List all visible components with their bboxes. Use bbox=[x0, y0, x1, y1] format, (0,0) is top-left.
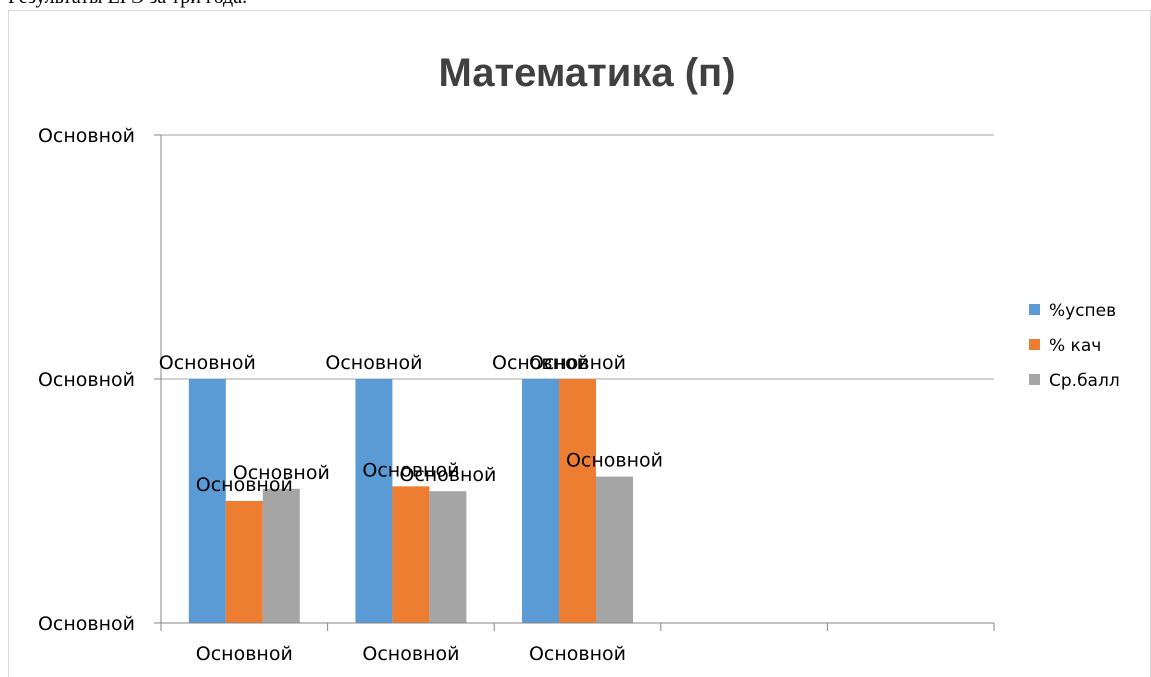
legend-item: % кач bbox=[1029, 336, 1101, 356]
data-label: Основной bbox=[492, 352, 589, 374]
bar bbox=[522, 379, 560, 623]
data-label: Основной bbox=[196, 474, 293, 496]
legend-label: Ср.балл bbox=[1049, 371, 1120, 391]
y-tick-label: Основной bbox=[38, 125, 135, 147]
data-label: Основной bbox=[362, 459, 459, 481]
legend-label: %успев bbox=[1049, 301, 1116, 321]
bar bbox=[188, 379, 226, 623]
chart-title: Математика (п) bbox=[438, 51, 735, 95]
bar bbox=[559, 379, 596, 623]
top-caption: Результаты ЕГЭ за три года. bbox=[8, 0, 247, 9]
data-labels: ОсновнойОсновнойОсновнойОсновнойОсновной… bbox=[159, 352, 663, 496]
data-label: Основной bbox=[566, 450, 663, 472]
legend-swatch bbox=[1029, 374, 1040, 385]
legend-label: % кач bbox=[1049, 336, 1101, 356]
y-tick-label: Основной bbox=[38, 613, 135, 635]
bar bbox=[355, 379, 393, 623]
legend-swatch bbox=[1029, 304, 1040, 315]
data-label: Основной bbox=[159, 352, 256, 374]
legend-swatch bbox=[1029, 339, 1040, 350]
data-label: Основной bbox=[399, 464, 496, 486]
bar bbox=[225, 501, 263, 623]
legend-item: Ср.балл bbox=[1029, 371, 1120, 391]
data-label: Основной bbox=[325, 352, 422, 374]
bar bbox=[262, 488, 300, 623]
y-tick-label: Основной bbox=[38, 369, 135, 391]
data-label: Основной bbox=[233, 462, 330, 484]
data-label: Основной bbox=[529, 352, 626, 374]
x-tick-label: Основной bbox=[196, 643, 293, 665]
x-tick-label: Основной bbox=[362, 643, 459, 665]
bar bbox=[429, 491, 467, 623]
legend-item: %успев bbox=[1029, 301, 1116, 321]
bars bbox=[188, 379, 633, 623]
x-tick-label: Основной bbox=[529, 643, 626, 665]
bar bbox=[392, 486, 430, 623]
bar bbox=[595, 476, 633, 623]
legend: %успев % кач Ср.балл bbox=[1029, 301, 1120, 391]
